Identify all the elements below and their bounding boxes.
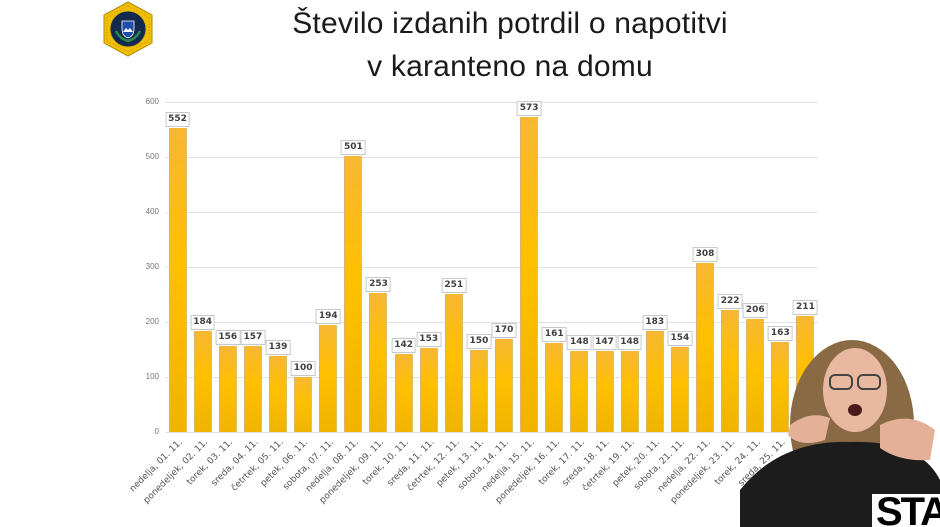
- bar: [570, 350, 589, 432]
- bar: [469, 349, 488, 432]
- bar: [419, 347, 438, 432]
- y-axis-tick-label: 600: [145, 97, 159, 106]
- data-label: 156: [215, 330, 241, 346]
- data-label: 184: [190, 314, 216, 330]
- gridline: [165, 212, 818, 213]
- bar: [595, 351, 614, 432]
- y-axis-tick-label: 0: [154, 427, 159, 436]
- data-label: 163: [767, 326, 793, 342]
- bar: [394, 353, 413, 432]
- data-label: 194: [315, 309, 341, 325]
- gridline: [165, 377, 818, 378]
- data-label: 139: [265, 339, 291, 355]
- data-label: 153: [416, 331, 442, 347]
- title-line-1: Število izdanih potrdil o napotitvi: [292, 7, 728, 40]
- bar: [218, 346, 237, 432]
- data-label: 251: [441, 277, 467, 293]
- bar: [645, 331, 664, 432]
- bar: [495, 338, 514, 432]
- data-label: 150: [466, 333, 492, 349]
- y-axis-tick-label: 500: [145, 152, 159, 161]
- data-label: 148: [566, 334, 592, 350]
- data-label: 183: [642, 315, 668, 331]
- sign-language-interpreter: [740, 330, 940, 527]
- bar: [695, 262, 714, 432]
- bar: [269, 355, 288, 432]
- bar: [746, 318, 765, 432]
- broadcaster-logo-text: STA: [876, 494, 940, 527]
- bar: [545, 343, 564, 432]
- bar: [721, 309, 740, 432]
- bar: [520, 116, 539, 432]
- y-axis-tick-label: 300: [145, 262, 159, 271]
- data-label: 170: [491, 322, 517, 338]
- data-label: 573: [516, 100, 542, 116]
- bar: [444, 293, 463, 432]
- y-axis-tick-label: 200: [145, 317, 159, 326]
- bar: [243, 345, 262, 432]
- data-label: 154: [667, 331, 693, 347]
- bar: [344, 156, 363, 432]
- gridline: [165, 267, 818, 268]
- data-label: 211: [793, 299, 818, 315]
- y-axis-tick-label: 400: [145, 207, 159, 216]
- gridline: [165, 322, 818, 323]
- bar: [369, 292, 388, 432]
- bar: [771, 342, 790, 432]
- data-label: 161: [541, 327, 567, 343]
- data-label: 148: [617, 334, 643, 350]
- chart-title: Število izdanih potrdil o napotitvi v ka…: [200, 2, 820, 88]
- gridline: [165, 432, 818, 433]
- data-label: 147: [592, 335, 617, 351]
- gridline: [165, 157, 818, 158]
- y-axis-tick-label: 100: [145, 372, 159, 381]
- police-badge-logo: [100, 1, 156, 57]
- bar: [319, 325, 338, 432]
- data-label: 253: [366, 276, 391, 292]
- data-label: 206: [742, 302, 768, 318]
- data-label: 157: [240, 329, 266, 345]
- bar: [294, 377, 313, 432]
- data-label: 308: [692, 246, 718, 262]
- bar: [193, 330, 212, 432]
- data-label: 142: [391, 337, 416, 353]
- data-label: 100: [290, 361, 316, 376]
- title-line-2: v karanteno na domu: [367, 50, 653, 83]
- data-label: 501: [340, 140, 366, 156]
- bar: [670, 347, 689, 432]
- gridline: [165, 102, 818, 103]
- data-label: 222: [717, 293, 743, 309]
- police-badge-icon: [103, 1, 153, 57]
- bar: [168, 128, 187, 432]
- broadcaster-logo: STA: [872, 494, 940, 527]
- data-label: 552: [165, 112, 190, 128]
- bar: [620, 350, 639, 432]
